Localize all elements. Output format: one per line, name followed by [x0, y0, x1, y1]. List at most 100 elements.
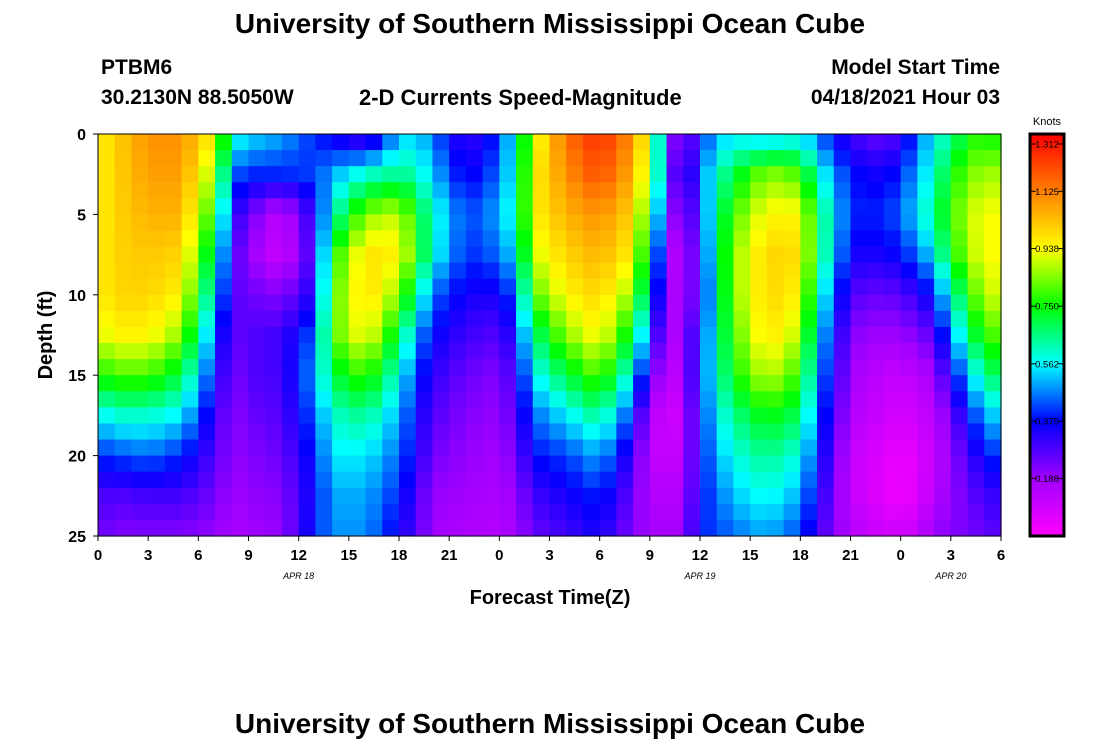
heatmap-cell — [850, 519, 868, 537]
heatmap-cell — [733, 407, 751, 425]
heatmap-cell — [800, 310, 818, 328]
heatmap-cell — [432, 310, 450, 328]
x-tick-label: 6 — [595, 547, 603, 564]
heatmap-cell — [499, 375, 517, 392]
heatmap-cell — [148, 487, 166, 505]
heatmap-cell — [382, 407, 400, 425]
heatmap-cell — [582, 246, 601, 264]
heatmap-cell — [750, 198, 768, 215]
heatmap-cell — [415, 343, 434, 360]
heatmap-cell — [265, 519, 283, 537]
heatmap-cell — [499, 343, 517, 360]
heatmap-cell — [917, 294, 935, 312]
heatmap-cell — [449, 519, 467, 537]
heatmap-cell — [415, 519, 434, 537]
heatmap-cell — [231, 487, 250, 505]
heatmap-cell — [566, 262, 584, 280]
heatmap-cell — [733, 198, 751, 215]
heatmap-cell — [716, 310, 735, 328]
heatmap-cell — [281, 214, 300, 232]
heatmap-cell — [967, 294, 985, 312]
heatmap-cell — [716, 182, 735, 199]
y-tick-label: 10 — [68, 288, 86, 305]
heatmap-cell — [248, 359, 266, 376]
heatmap-cell — [883, 359, 902, 376]
heatmap-cell — [315, 214, 333, 232]
x-tick-label: 9 — [646, 547, 654, 564]
heatmap-cell — [198, 359, 216, 376]
heatmap-cell — [917, 230, 935, 248]
heatmap-cell — [833, 407, 852, 425]
heatmap-cell — [148, 134, 166, 151]
heatmap-cell — [148, 214, 166, 232]
heatmap-cell — [950, 182, 969, 199]
heatmap-cell — [833, 198, 852, 215]
heatmap-cell — [198, 455, 216, 473]
heatmap-cell — [649, 471, 668, 489]
heatmap-cell — [900, 391, 918, 408]
heatmap-cell — [382, 198, 400, 215]
station-coordinates: 30.2130N 88.5050W — [101, 86, 294, 109]
heatmap-cell — [599, 230, 617, 248]
heatmap-cell — [415, 326, 434, 344]
heatmap-cell — [967, 503, 985, 521]
heatmap-cell — [917, 503, 935, 521]
heatmap-cell — [633, 423, 651, 441]
heatmap-cell — [332, 310, 350, 328]
heatmap-cell — [181, 262, 199, 280]
heatmap-cell — [766, 310, 785, 328]
heatmap-cell — [783, 503, 801, 521]
heatmap-cell — [566, 439, 584, 457]
heatmap-cell — [700, 487, 718, 505]
heatmap-cell — [683, 375, 701, 392]
heatmap-cell — [198, 375, 216, 392]
heatmap-cell — [365, 519, 383, 537]
heatmap-cell — [666, 230, 684, 248]
heatmap-cell — [766, 278, 785, 296]
heatmap-cell — [281, 134, 300, 151]
heatmap-cell — [967, 278, 985, 296]
heatmap-cell — [984, 166, 1002, 183]
heatmap-cell — [131, 214, 149, 232]
heatmap-cell — [833, 343, 852, 360]
heatmap-cell — [733, 503, 751, 521]
heatmap-cell — [633, 198, 651, 215]
heatmap-cell — [399, 359, 417, 376]
heatmap-cell — [750, 359, 768, 376]
heatmap-cell — [365, 487, 383, 505]
heatmap-cell — [733, 471, 751, 489]
heatmap-cell — [482, 214, 500, 232]
heatmap-cell — [733, 294, 751, 312]
heatmap-cell — [432, 407, 450, 425]
heatmap-cell — [465, 310, 484, 328]
heatmap-cell — [867, 262, 885, 280]
heatmap-cell — [549, 359, 567, 376]
y-tick-label: 25 — [68, 529, 86, 546]
heatmap-cell — [599, 375, 617, 392]
heatmap-cell — [582, 134, 601, 151]
heatmap-cell — [883, 294, 902, 312]
heatmap-cell — [800, 198, 818, 215]
heatmap-cell — [532, 407, 551, 425]
heatmap-cell — [482, 407, 500, 425]
heatmap-cell — [967, 182, 985, 199]
heatmap-cell — [566, 246, 584, 264]
heatmap-cell — [499, 519, 517, 537]
heatmap-cell — [783, 519, 801, 537]
heatmap-cell — [549, 391, 567, 408]
heatmap-cell — [716, 343, 735, 360]
heatmap-cell — [298, 487, 316, 505]
heatmap-cell — [148, 439, 166, 457]
heatmap-cell — [616, 519, 634, 537]
heatmap-cell — [98, 198, 116, 215]
heatmap-cell — [649, 326, 668, 344]
heatmap-cell — [817, 407, 835, 425]
heatmap-cell — [666, 439, 684, 457]
heatmap-cell — [984, 150, 1002, 167]
heatmap-cell — [733, 455, 751, 473]
heatmap-cell — [131, 423, 149, 441]
x-axis: 0 3 6 9 12 15 18 21 0 3 6 9 12 15 18 21 0 3 6 APR 18 APR 19 A… — [94, 536, 1005, 581]
heatmap-cell — [131, 343, 149, 360]
heatmap-cell — [582, 375, 601, 392]
heatmap-cell — [633, 230, 651, 248]
